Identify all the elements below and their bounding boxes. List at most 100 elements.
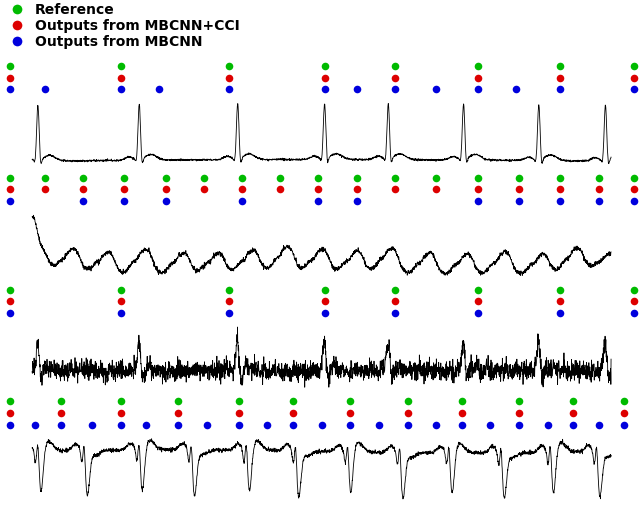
- Point: [543, 421, 553, 429]
- Point: [511, 85, 521, 93]
- Point: [628, 174, 639, 182]
- Point: [4, 62, 15, 70]
- Point: [4, 309, 15, 317]
- Point: [351, 85, 362, 93]
- Point: [345, 409, 355, 417]
- Point: [288, 421, 298, 429]
- Point: [4, 285, 15, 294]
- Point: [173, 421, 184, 429]
- Point: [556, 62, 566, 70]
- Point: [116, 421, 126, 429]
- Point: [619, 397, 629, 405]
- Point: [619, 409, 629, 417]
- Point: [351, 197, 362, 205]
- Point: [514, 174, 524, 182]
- Point: [234, 397, 244, 405]
- Point: [556, 285, 566, 294]
- Point: [556, 297, 566, 305]
- Point: [4, 409, 15, 417]
- Point: [56, 409, 66, 417]
- Point: [556, 185, 566, 194]
- Point: [4, 174, 15, 182]
- Point: [161, 185, 171, 194]
- Point: [116, 409, 126, 417]
- Point: [224, 62, 234, 70]
- Point: [237, 197, 247, 205]
- Point: [431, 174, 442, 182]
- Point: [119, 197, 129, 205]
- Point: [556, 197, 566, 205]
- Point: [628, 85, 639, 93]
- Point: [40, 85, 50, 93]
- Point: [224, 285, 234, 294]
- Point: [198, 185, 209, 194]
- Point: [141, 421, 152, 429]
- Point: [514, 397, 524, 405]
- Legend: Reference, Outputs from MBCNN+CCI, Outputs from MBCNN: Reference, Outputs from MBCNN+CCI, Outpu…: [1, 2, 241, 50]
- Point: [593, 185, 604, 194]
- Point: [161, 197, 171, 205]
- Point: [119, 185, 129, 194]
- Point: [374, 421, 384, 429]
- Point: [116, 62, 126, 70]
- Point: [472, 185, 483, 194]
- Point: [87, 421, 97, 429]
- Point: [319, 297, 330, 305]
- Point: [224, 85, 234, 93]
- Point: [485, 421, 495, 429]
- Point: [472, 62, 483, 70]
- Point: [154, 85, 164, 93]
- Point: [390, 62, 400, 70]
- Point: [198, 174, 209, 182]
- Point: [456, 409, 467, 417]
- Point: [4, 185, 15, 194]
- Point: [556, 309, 566, 317]
- Point: [224, 297, 234, 305]
- Point: [288, 397, 298, 405]
- Point: [237, 185, 247, 194]
- Point: [275, 174, 285, 182]
- Point: [403, 409, 413, 417]
- Point: [431, 85, 442, 93]
- Point: [628, 185, 639, 194]
- Point: [4, 197, 15, 205]
- Point: [4, 85, 15, 93]
- Point: [593, 421, 604, 429]
- Point: [456, 397, 467, 405]
- Point: [319, 309, 330, 317]
- Point: [345, 421, 355, 429]
- Point: [351, 185, 362, 194]
- Point: [390, 174, 400, 182]
- Point: [4, 297, 15, 305]
- Point: [628, 62, 639, 70]
- Point: [472, 174, 483, 182]
- Point: [472, 297, 483, 305]
- Point: [568, 409, 579, 417]
- Point: [390, 85, 400, 93]
- Point: [116, 74, 126, 82]
- Point: [4, 421, 15, 429]
- Point: [319, 62, 330, 70]
- Point: [593, 197, 604, 205]
- Point: [593, 174, 604, 182]
- Point: [472, 285, 483, 294]
- Point: [275, 185, 285, 194]
- Point: [173, 409, 184, 417]
- Point: [4, 397, 15, 405]
- Point: [628, 297, 639, 305]
- Point: [556, 74, 566, 82]
- Point: [116, 85, 126, 93]
- Point: [556, 174, 566, 182]
- Point: [390, 285, 400, 294]
- Point: [403, 421, 413, 429]
- Point: [314, 185, 324, 194]
- Point: [77, 197, 88, 205]
- Point: [40, 185, 50, 194]
- Point: [116, 309, 126, 317]
- Point: [619, 421, 629, 429]
- Point: [314, 197, 324, 205]
- Point: [314, 174, 324, 182]
- Point: [345, 397, 355, 405]
- Point: [628, 74, 639, 82]
- Point: [4, 74, 15, 82]
